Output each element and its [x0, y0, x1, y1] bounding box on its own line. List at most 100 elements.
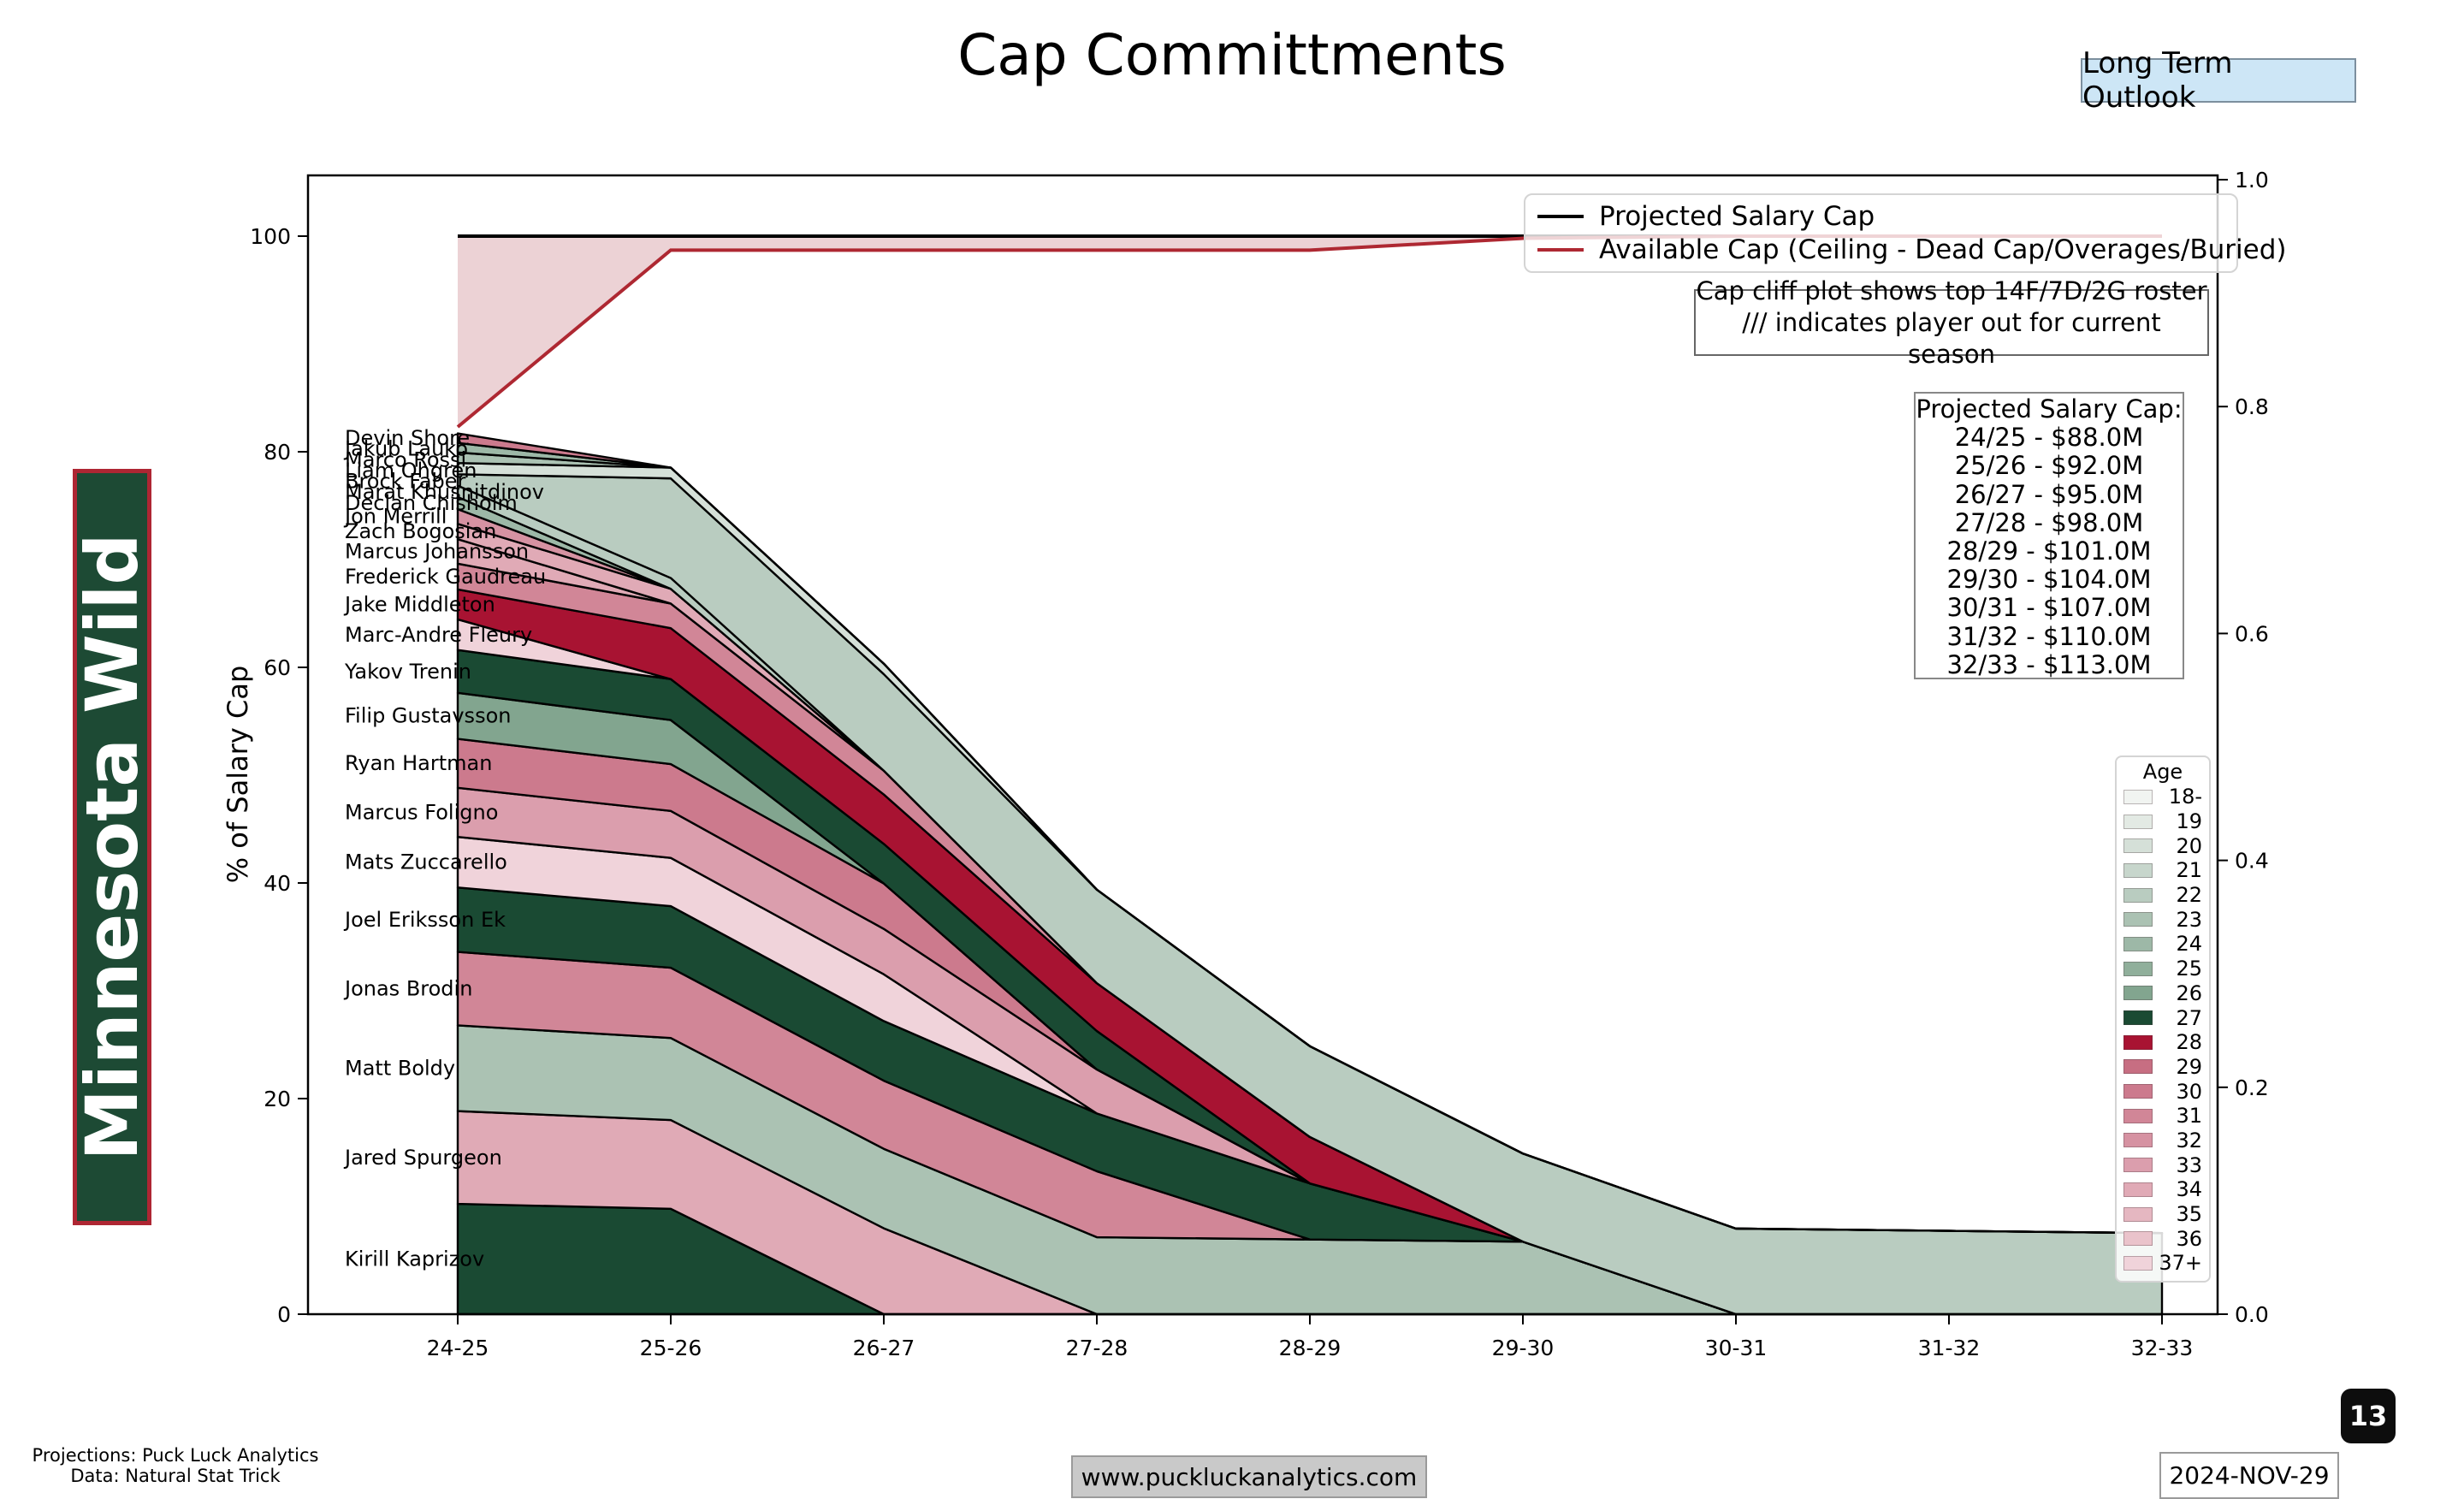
age-label: 27 [2176, 1005, 2202, 1030]
page-number-badge: 13 [2341, 1389, 2396, 1443]
player-label-marc-andre-fleury: Marc-Andre Fleury [345, 623, 532, 647]
age-label: 24 [2176, 932, 2202, 957]
long-term-outlook-button[interactable]: Long Term Outlook [2081, 46, 2356, 115]
age-swatch [2123, 1158, 2153, 1173]
age-swatch [2123, 1084, 2153, 1099]
age-legend-entry: 20 [2123, 833, 2202, 858]
age-swatch [2123, 789, 2153, 804]
player-label-declan-chisholm: Declan Chisholm [345, 491, 518, 515]
age-swatch [2123, 986, 2153, 1001]
y-tick-label-left: 60 [264, 655, 291, 680]
x-tick-label: 32-33 [2131, 1336, 2194, 1360]
cap-row: 32/33 - $113.0M [1946, 649, 2152, 679]
age-legend-entry: 33 [2123, 1152, 2202, 1177]
cap-row: 29/30 - $104.0M [1946, 565, 2152, 595]
player-label-jakub-lauko: Jakub Lauko [343, 437, 468, 461]
x-tick-label: 31-32 [1918, 1336, 1981, 1360]
age-legend-entry: 35 [2123, 1202, 2202, 1227]
cap-row: 30/31 - $107.0M [1946, 593, 2152, 623]
age-legend-entry: 34 [2123, 1177, 2202, 1202]
age-label: 25 [2176, 957, 2202, 981]
team-banner: Minnesota Wild [70, 469, 154, 1225]
y-tick-label-left: 20 [264, 1087, 291, 1111]
date-box: 2024-NOV-29 [2159, 1452, 2339, 1499]
player-label-kirill-kaprizov: Kirill Kaprizov [345, 1247, 484, 1271]
age-legend-entry: 25 [2123, 957, 2202, 981]
age-label: 32 [2176, 1128, 2202, 1152]
x-tick-label: 28-29 [1279, 1336, 1342, 1360]
age-legend-entry: 27 [2123, 1005, 2202, 1030]
age-swatch [2123, 1108, 2153, 1123]
projected-salary-cap-title: Projected Salary Cap: [1916, 394, 2183, 424]
legend-label: Available Cap (Ceiling - Dead Cap/Overag… [1599, 234, 2287, 265]
player-label-liam-ohgren: Liam Ohgren [345, 459, 477, 483]
player-label-marcus-johansson: Marcus Johansson [345, 539, 529, 563]
cap-row: 27/28 - $98.0M [1954, 507, 2144, 537]
y-tick-label-left: 100 [250, 224, 291, 249]
y-tick-label-left: 0 [277, 1302, 291, 1327]
age-swatch [2123, 1255, 2153, 1271]
projected-cap-line-swatch [1537, 215, 1584, 219]
age-legend-entry: 18- [2123, 785, 2202, 809]
player-label-mats-zuccarello: Mats Zuccarello [345, 850, 507, 874]
age-legend-title: Age [2142, 760, 2183, 784]
age-label: 21 [2176, 858, 2202, 883]
y-tick-label-right: 0.8 [2235, 394, 2269, 419]
age-swatch [2123, 1034, 2153, 1050]
long-term-outlook-label: Long Term Outlook [2082, 46, 2233, 115]
page-title: Cap Committments [957, 22, 1507, 88]
player-label-jake-middleton: Jake Middleton [343, 592, 495, 616]
cap-row: 25/26 - $92.0M [1954, 451, 2144, 481]
player-label-marco-rossi: Marco Rossi [345, 447, 466, 471]
player-label-brock-faber: Brock Faber [345, 470, 466, 494]
x-tick-label: 26-27 [853, 1336, 915, 1360]
player-label-jon-merrill: Jon Merrill [343, 505, 447, 529]
age-swatch [2123, 1231, 2153, 1247]
available-cap-fill [458, 236, 2162, 428]
x-tick-label: 30-31 [1705, 1336, 1768, 1360]
credits-data-source: Data: Natural Stat Trick [70, 1466, 281, 1486]
age-legend-entry: 30 [2123, 1079, 2202, 1104]
age-swatch [2123, 1182, 2153, 1197]
age-swatch [2123, 1010, 2153, 1026]
age-legend-entry: 24 [2123, 932, 2202, 957]
x-tick-label: 27-28 [1066, 1336, 1128, 1360]
age-legend-entry: 28 [2123, 1030, 2202, 1055]
age-label: 26 [2176, 981, 2202, 1005]
projected-salary-cap-rows: 24/25 - $88.0M 25/26 - $92.0M 26/27 - $95.… [1916, 424, 2183, 679]
page-number: 13 [2348, 1400, 2388, 1432]
y-tick-label-right: 0.0 [2235, 1302, 2269, 1327]
player-label-jonas-brodin: Jonas Brodin [343, 976, 472, 1000]
cap-row: 28/29 - $101.0M [1946, 536, 2152, 566]
player-label-ryan-hartman: Ryan Hartman [345, 751, 492, 775]
player-label-marcus-foligno: Marcus Foligno [345, 801, 498, 825]
age-swatch [2123, 838, 2153, 854]
cap-cliff-note-line2: /// indicates player out for current sea… [1742, 307, 2161, 369]
age-label: 28 [2176, 1030, 2202, 1055]
y-tick-label-left: 40 [264, 871, 291, 896]
cap-cliff-note-line1: Cap cliff plot shows top 14F/7D/2G roste… [1696, 276, 2207, 305]
age-label: 35 [2176, 1202, 2202, 1227]
y-tick-label-right: 1.0 [2235, 168, 2269, 193]
age-legend-entry: 19 [2123, 809, 2202, 834]
age-swatch [2123, 1059, 2153, 1075]
player-label-zach-bogosian: Zach Bogosian [345, 519, 496, 543]
age-label: 29 [2176, 1054, 2202, 1079]
player-label-marat-khusnitdinov: Marat Khusnitdinov [345, 480, 544, 504]
age-legend-entry: 26 [2123, 981, 2202, 1006]
player-label-filip-gustavsson: Filip Gustavsson [345, 704, 511, 728]
projected-salary-cap-box: Projected Salary Cap: 24/25 - $88.0M 25/2… [1914, 392, 2184, 679]
y-tick-label-right: 0.6 [2235, 621, 2269, 646]
age-legend-entry: 23 [2123, 907, 2202, 932]
website-box: www.puckluckanalytics.com [1071, 1455, 1427, 1498]
age-label: 18- [2168, 785, 2202, 809]
age-legend-entry: 29 [2123, 1055, 2202, 1080]
x-tick-label: 29-30 [1492, 1336, 1555, 1360]
age-label: 23 [2176, 907, 2202, 932]
age-legend: Age 18- 19 20 21 22 23 24 25 26 27 28 29 30 31 32 33 34 3… [2115, 755, 2211, 1283]
age-swatch [2123, 1133, 2153, 1148]
age-swatch [2123, 912, 2153, 927]
credits: Projections: Puck Luck Analytics Data: N… [26, 1445, 325, 1486]
plot-border [306, 174, 2219, 1316]
player-label-devin-shore: Devin Shore [345, 426, 470, 450]
